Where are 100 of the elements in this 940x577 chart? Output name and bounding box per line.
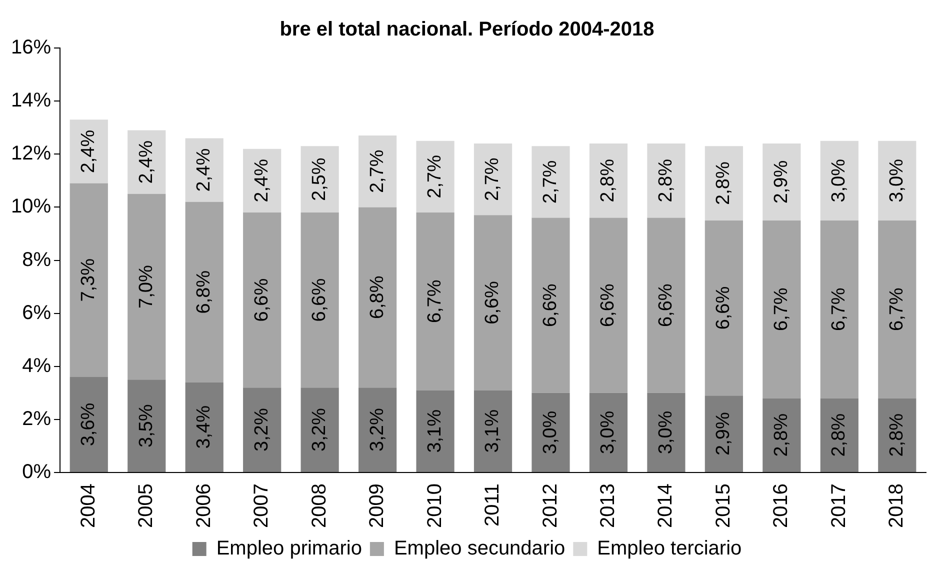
data-label: 3,2% [251,408,272,452]
bar [185,202,224,382]
bar [647,144,686,218]
data-label: 3,2% [366,408,388,452]
bar [300,388,339,472]
data-label: 3,4% [194,405,215,449]
x-tick-label: 2014 [654,484,677,528]
bar [532,392,570,472]
bar [243,148,282,212]
bar [300,146,339,212]
bar [532,218,570,393]
bar [128,194,166,380]
x-tick-label: 2012 [539,484,562,528]
bar [416,212,454,390]
data-label: 6,6% [713,286,734,330]
bar [300,212,339,388]
x-tick-label: 2007 [250,484,273,528]
x-tick-label: 2008 [308,484,330,528]
bar [243,212,282,388]
bar [589,144,628,218]
data-label: 3,0% [540,410,561,454]
data-label: 2,4% [136,140,157,184]
bar [474,390,512,472]
data-label: 2,8% [770,413,792,457]
data-label: 3,6% [78,402,100,446]
data-label: 2,4% [78,130,100,174]
data-label: 6,7% [828,288,850,331]
y-tick-label: 12% [11,142,52,165]
bar [762,144,801,220]
x-tick-label: 2004 [77,484,100,528]
bar [128,130,166,194]
legend-label: Empleo primario [216,538,362,560]
x-tick-label: 2009 [366,484,388,528]
bar [532,146,570,218]
bar [358,207,397,388]
data-label: 2,8% [713,162,734,205]
data-label: 6,6% [540,284,561,328]
x-tick-label: 2013 [596,484,619,528]
data-label: 2,7% [482,158,504,201]
data-label: 2,8% [598,158,619,202]
chart-title: bre el total nacional. Período 2004-2018 [280,18,654,41]
data-label: 3,1% [482,409,504,453]
bar [589,392,628,472]
data-label: 2,8% [828,413,850,457]
bar [70,120,108,184]
bar [647,392,686,472]
data-label: 2,4% [251,158,272,202]
data-label: 2,7% [540,160,561,204]
x-tick-label: 2015 [712,484,734,528]
bar [358,388,397,472]
y-tick-label: 8% [22,248,52,271]
data-label: 6,7% [886,288,908,331]
y-tick-label: 16% [11,36,52,59]
bar [704,146,743,220]
x-tick-label: 2006 [192,484,215,528]
data-label: 7,3% [78,258,100,302]
data-label: 6,6% [482,280,504,324]
bar [474,215,512,390]
data-label: 3,0% [828,158,850,202]
y-tick-label: 2% [22,408,52,430]
bar [416,140,454,212]
bar [647,218,686,393]
data-label: 3,0% [886,158,908,202]
data-label: 2,4% [194,148,215,192]
bar [358,136,397,208]
y-tick-label: 10% [11,196,52,218]
data-label: 6,8% [366,276,388,320]
x-tick-label: 2016 [770,484,792,528]
data-label: 6,6% [655,284,676,328]
bar [416,390,454,472]
legend-label: Empleo terciario [597,538,742,560]
bar [762,220,801,398]
y-tick-label: 6% [22,302,52,324]
data-label: 7,0% [136,265,157,308]
data-label: 6,6% [251,278,272,322]
x-tick-label: 2005 [135,484,158,528]
bar [878,220,916,398]
bar [70,183,108,377]
legend-label: Empleo secundario [394,538,566,560]
bar [878,140,916,220]
bar [185,138,224,202]
data-label: 3,0% [598,410,619,454]
data-label: 3,0% [655,410,676,454]
bar [70,376,108,472]
bar [589,218,628,393]
data-label: 6,7% [770,288,792,331]
bar [820,220,858,398]
bar [820,140,858,220]
data-label: 3,2% [309,408,330,452]
data-label: 2,8% [886,413,908,457]
data-label: 3,5% [136,404,157,448]
bar [185,382,224,472]
bar [820,398,858,472]
data-label: 6,6% [598,284,619,328]
bar [762,398,801,472]
data-label: 2,7% [424,154,446,198]
bar [128,380,166,472]
x-tick-label: 2011 [482,484,504,527]
data-label: 2,9% [713,412,734,456]
x-tick-label: 2017 [828,484,850,528]
